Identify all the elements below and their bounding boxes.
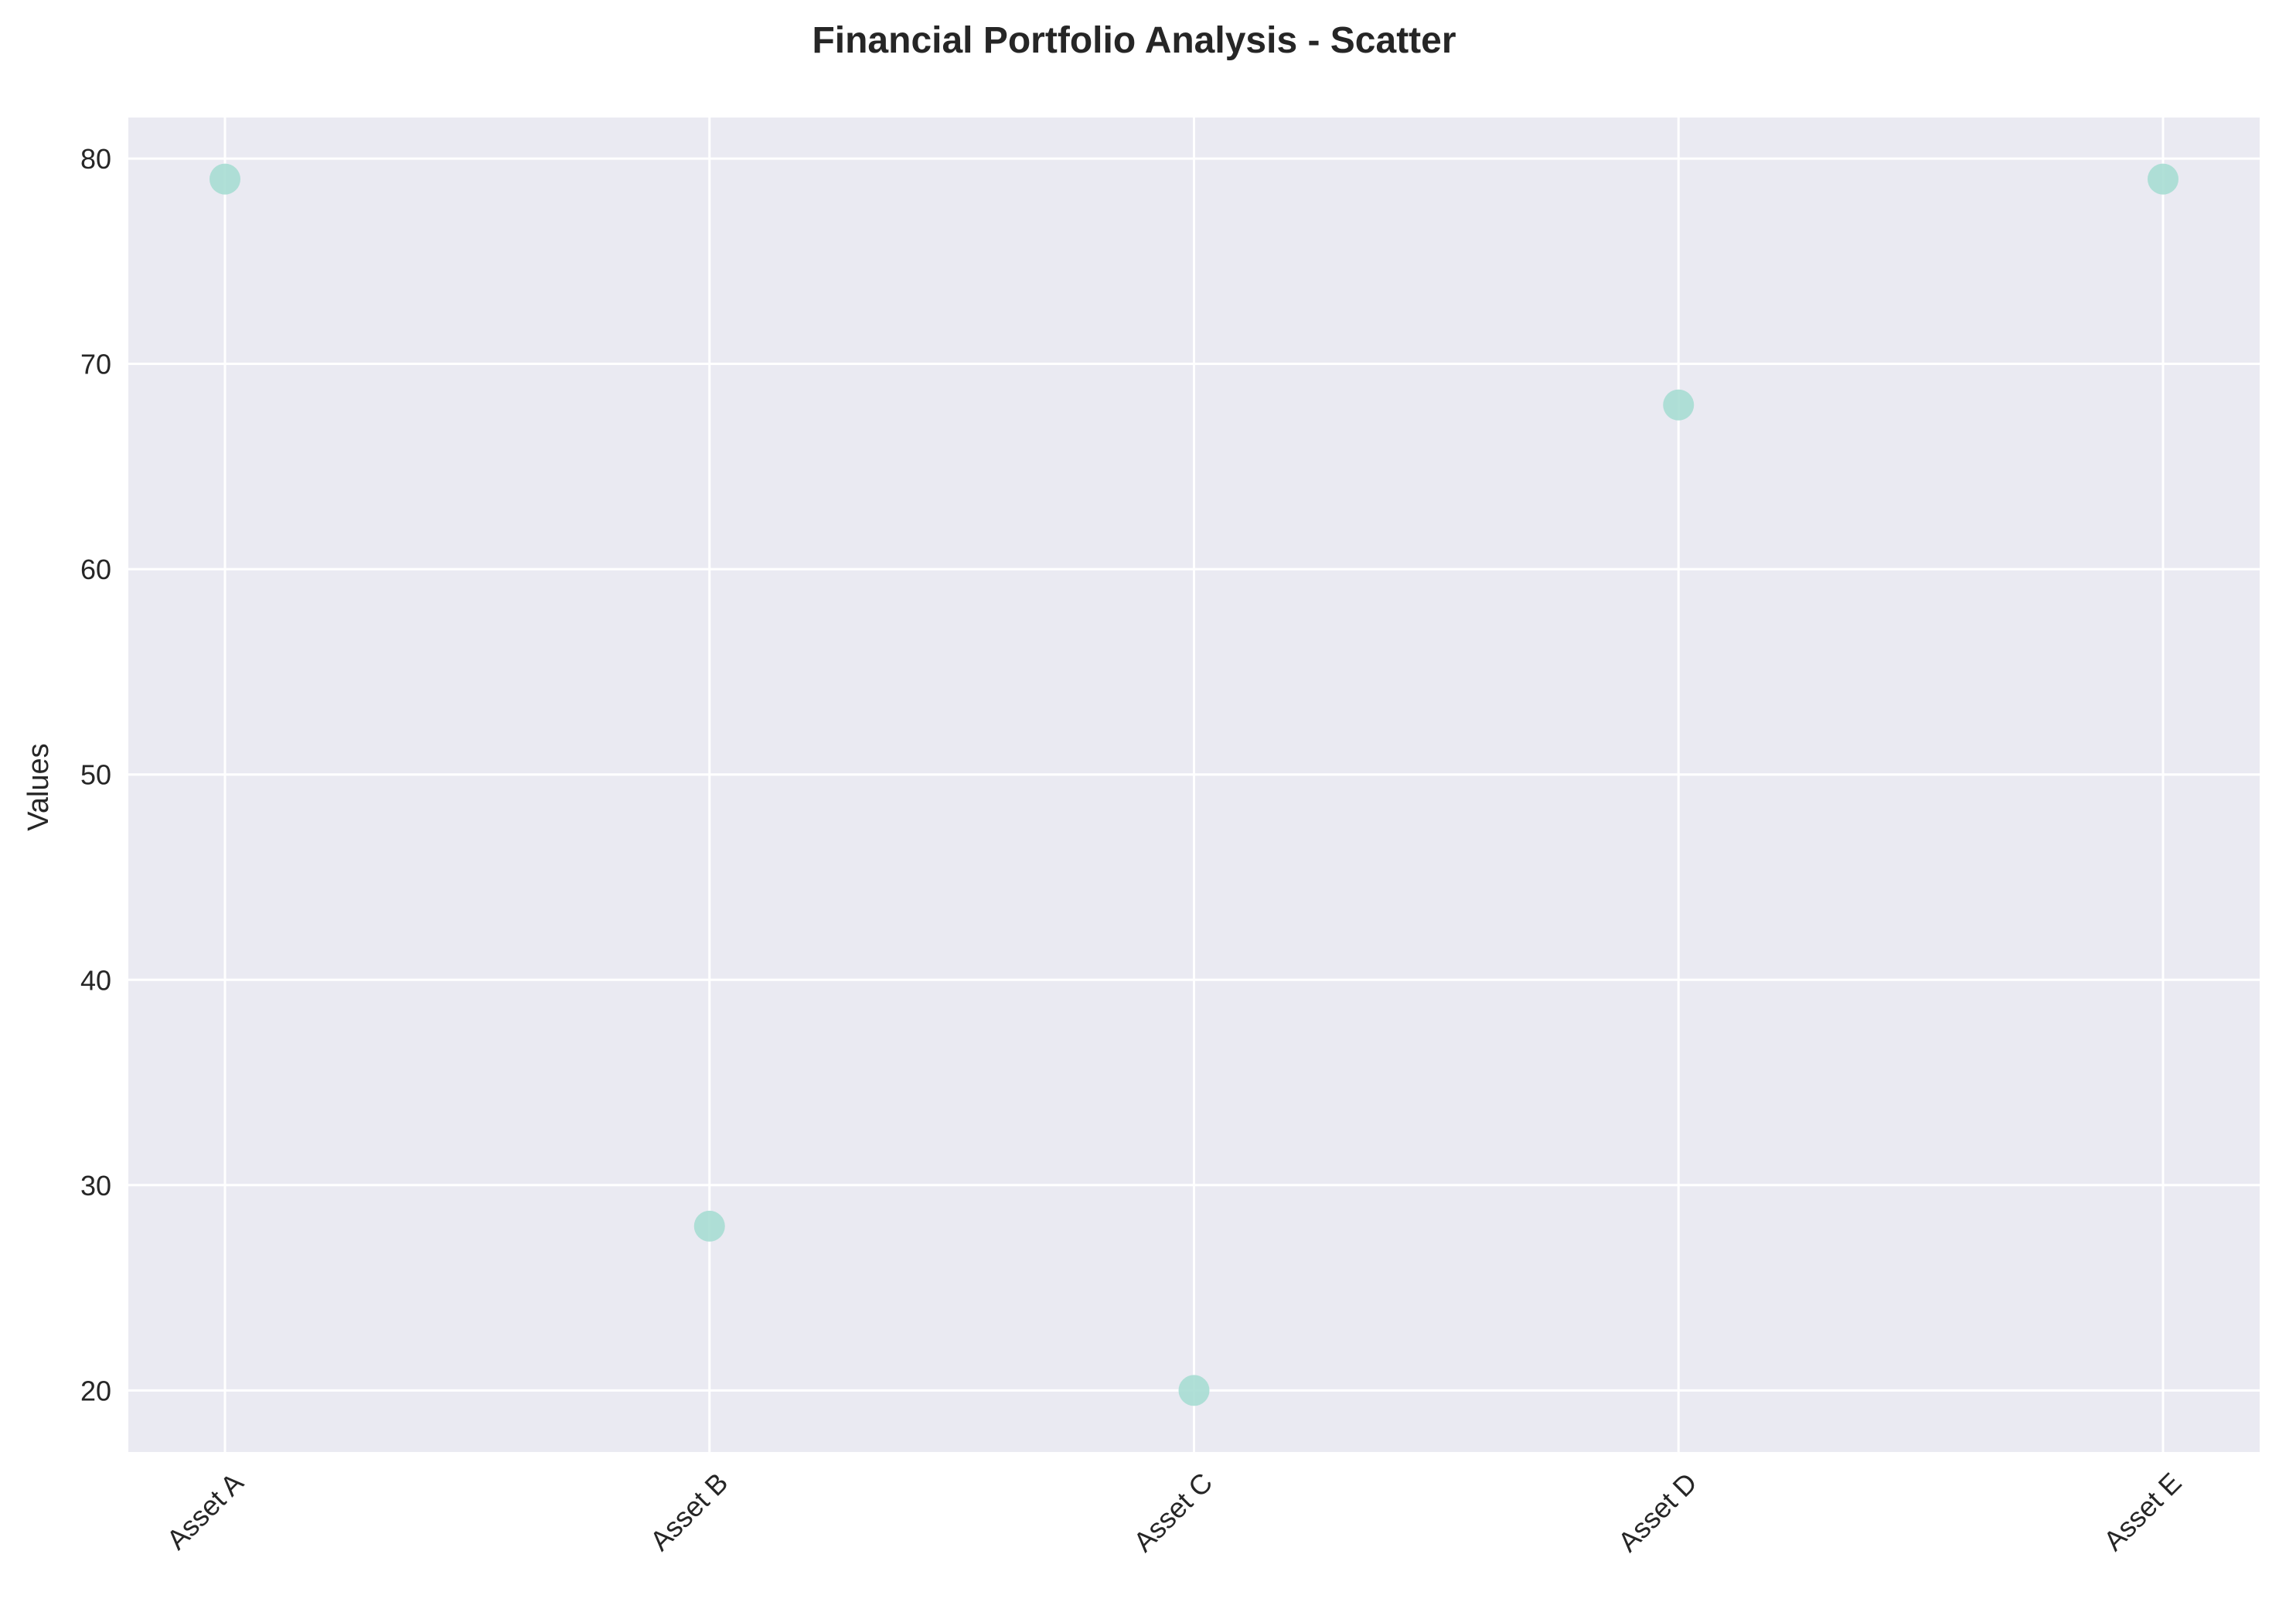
scatter-point xyxy=(693,1210,725,1242)
y-tick-label: 30 xyxy=(80,1170,111,1202)
y-tick-label: 70 xyxy=(80,349,111,380)
scatter-point xyxy=(2148,163,2178,195)
chart-title: Financial Portfolio Analysis - Scatter xyxy=(812,20,1456,61)
y-tick-label: 50 xyxy=(80,759,111,791)
scatter-point xyxy=(1663,389,1695,421)
y-tick-labels: 20 30 40 50 60 70 80 xyxy=(80,143,111,1406)
y-tick-label: 20 xyxy=(80,1375,111,1406)
y-tick-label: 60 xyxy=(80,554,111,585)
scatter-point xyxy=(210,163,240,195)
y-axis-label: Values xyxy=(22,743,55,830)
data-points xyxy=(210,163,2178,1406)
grid-lines xyxy=(128,118,2260,1452)
scatter-point xyxy=(1178,1375,1210,1406)
y-tick-label: 80 xyxy=(80,143,111,175)
y-tick-label: 40 xyxy=(80,964,111,996)
